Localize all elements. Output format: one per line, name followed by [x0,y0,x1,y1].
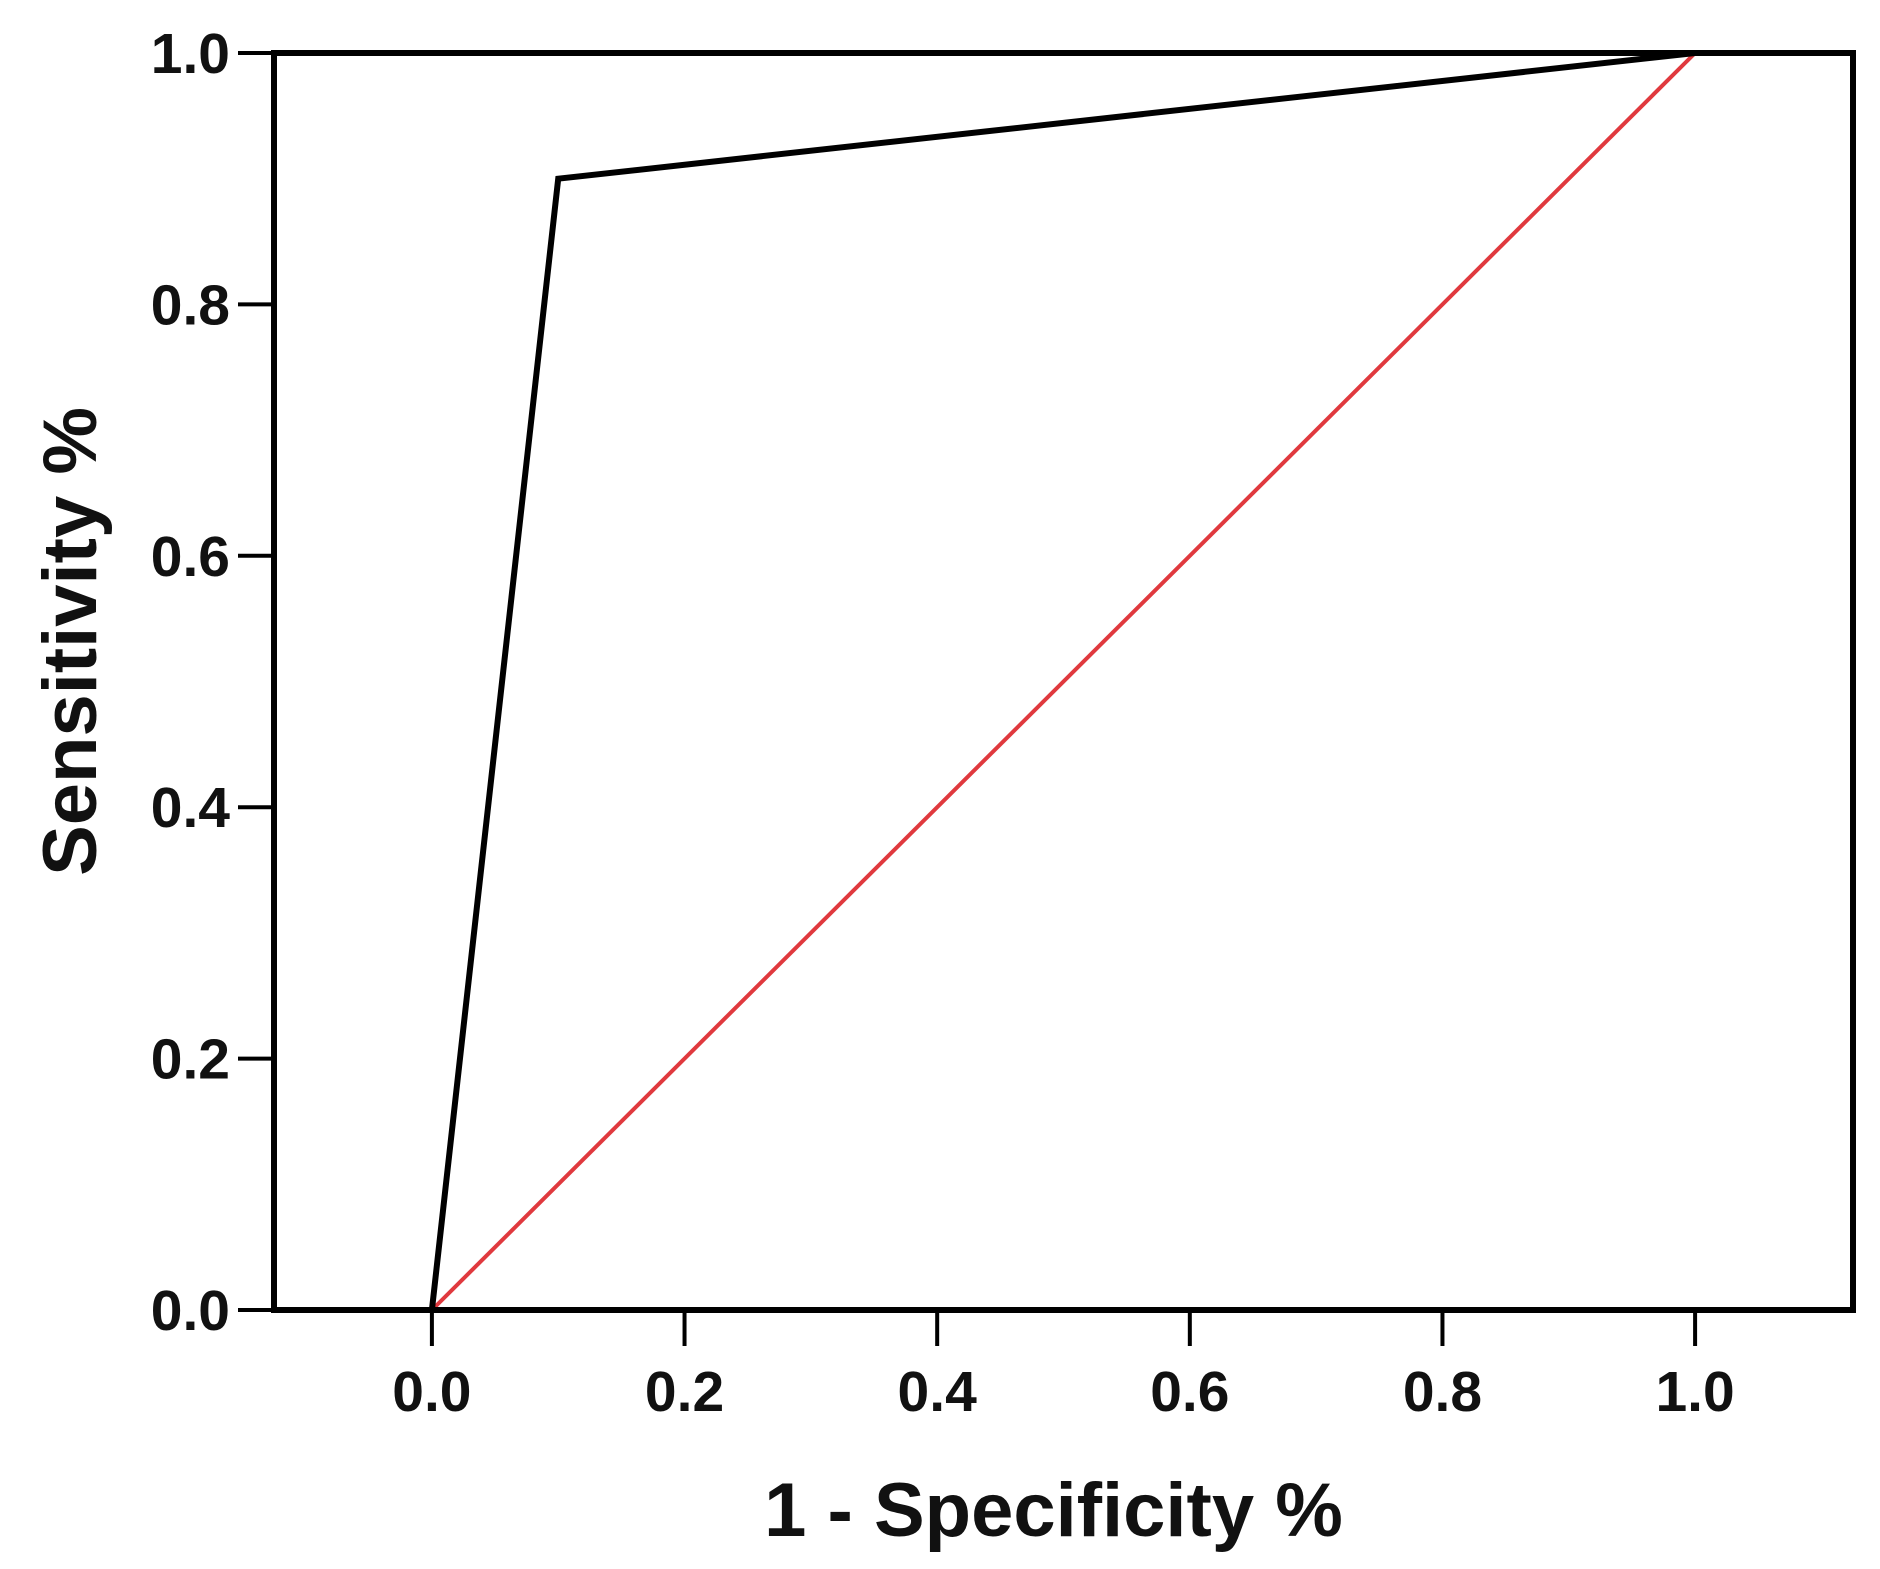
x-tick-label: 0.2 [645,1360,724,1424]
y-tick-label: 0.0 [151,1279,230,1343]
reference-diagonal-line [430,51,1697,1312]
roc-curve-line [428,50,1696,1311]
y-axis-title: Sensitivity % [28,407,113,876]
y-tick-label: 0.2 [151,1028,230,1092]
x-tick-label: 0.4 [898,1360,978,1424]
y-axis-ticks: 0.0 0.2 0.4 0.6 0.8 1.0 [151,22,274,1343]
y-tick-label: 0.6 [151,525,230,589]
x-tick-label: 1.0 [1655,1360,1734,1424]
x-tick-label: 0.6 [1150,1360,1229,1424]
x-axis-ticks: 0.0 0.2 0.4 0.6 0.8 1.0 [392,1310,1735,1424]
x-tick-label: 0.8 [1403,1360,1482,1424]
y-tick-label: 0.4 [151,776,231,840]
plot-frame [271,50,1856,1313]
y-tick-label: 1.0 [151,22,230,86]
y-tick-label: 0.8 [151,273,230,337]
x-tick-label: 0.0 [392,1360,471,1424]
x-axis-title: 1 - Specificity % [764,1468,1343,1553]
series-layer [428,50,1697,1312]
